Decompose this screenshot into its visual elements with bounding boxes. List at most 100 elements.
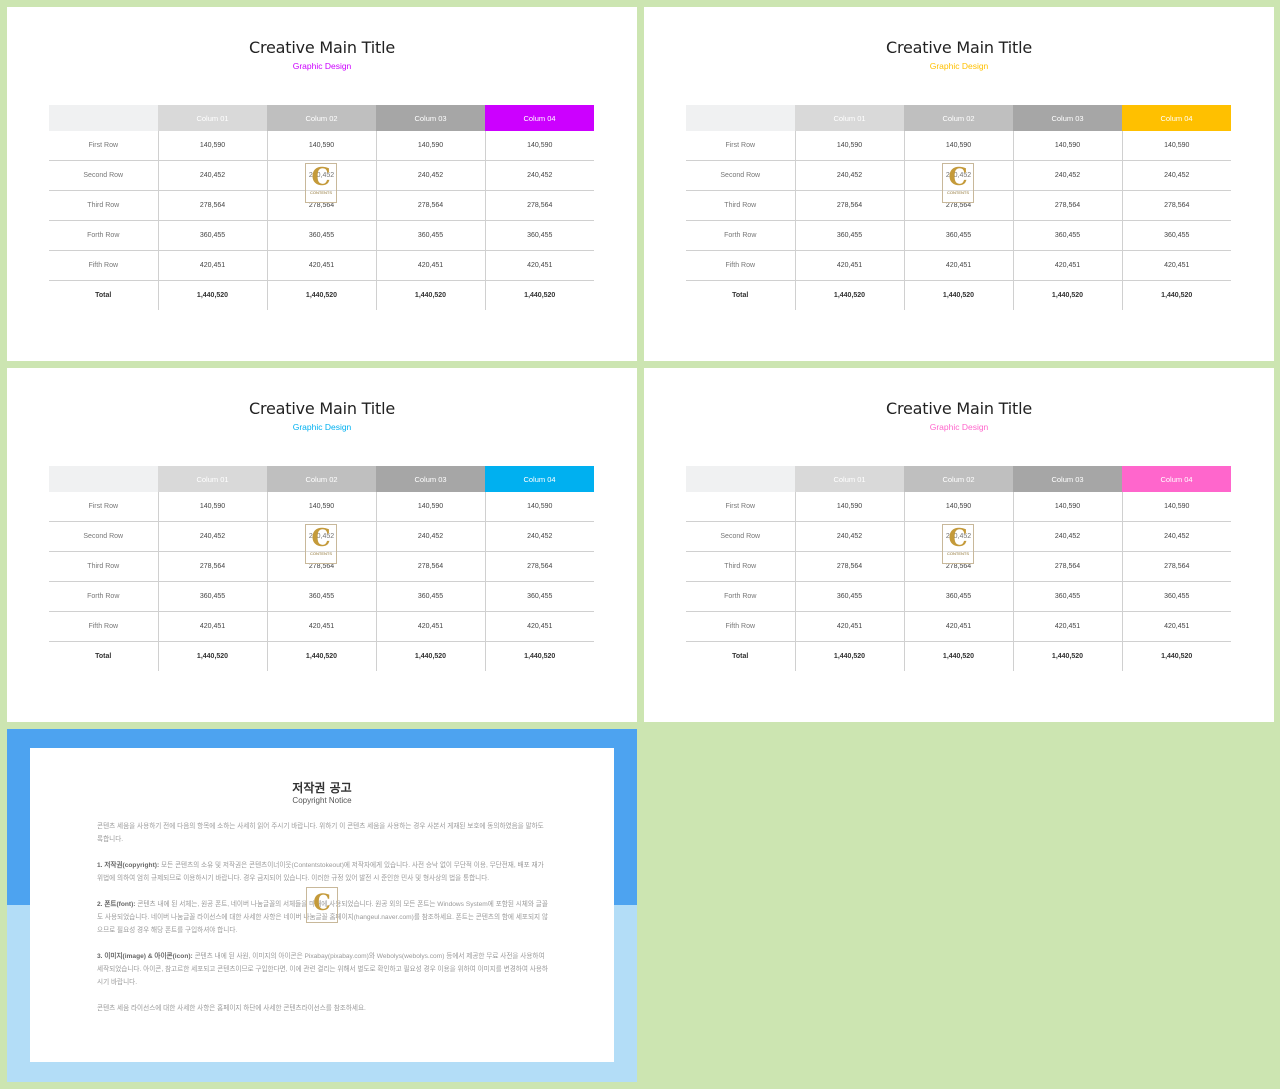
- row-label: Fifth Row: [49, 250, 158, 281]
- table-row: Third Row 278,564 278,564 278,564 278,564: [49, 190, 594, 221]
- table-cell: 360,455: [266, 581, 376, 612]
- table-header-row: Colum 01 Colum 02 Colum 03 Colum 04: [686, 105, 1231, 131]
- header-cell-col-1: Colum 01: [795, 466, 904, 492]
- table-row: Fifth Row 420,451 420,451 420,451 420,451: [686, 250, 1231, 281]
- row-label: Third Row: [686, 190, 795, 221]
- table-cell: 278,564: [157, 551, 267, 582]
- table-cell: 140,590: [266, 492, 376, 522]
- table-row: Forth Row 360,455 360,455 360,455 360,455: [49, 581, 594, 612]
- table-cell: 360,455: [484, 581, 594, 612]
- copyright-section-3: 3. 이미지(image) & 아이콘(icon): 콘텐츠 내에 된 사원, …: [97, 950, 549, 989]
- row-label: Forth Row: [49, 220, 158, 251]
- table-cell: 278,564: [1121, 190, 1231, 221]
- table-cell: 240,452: [794, 521, 904, 552]
- table-cell: 360,455: [794, 220, 904, 251]
- table-slide-cyan: Creative Main Title Graphic Design Colum 0…: [7, 368, 637, 722]
- table-row: Second Row 240,452 240,452 240,452 240,452: [49, 160, 594, 191]
- table-cell: 240,452: [266, 160, 376, 191]
- header-cell-col-1: Colum 01: [795, 105, 904, 131]
- copyright-section-3-head: 3. 이미지(image) & 아이콘(icon):: [97, 953, 193, 960]
- table-cell: 360,455: [903, 581, 1013, 612]
- table-cell: 278,564: [375, 190, 485, 221]
- table-cell: 1,440,520: [1012, 280, 1122, 310]
- table-cell: 278,564: [1121, 551, 1231, 582]
- table-cell: 420,451: [375, 611, 485, 642]
- header-cell-col-4: Colum 04: [485, 466, 594, 492]
- table-cell: 1,440,520: [903, 641, 1013, 671]
- row-label: Total: [95, 653, 112, 660]
- table-cell: 240,452: [484, 160, 594, 191]
- row-label: First Row: [49, 492, 158, 522]
- table-cell: 360,455: [375, 581, 485, 612]
- table-cell: 420,451: [794, 611, 904, 642]
- table-total-row: Total 1,440,520 1,440,520 1,440,520 1,440,52…: [686, 641, 1231, 671]
- table-cell: 278,564: [794, 551, 904, 582]
- table-total-row: Total 1,440,520 1,440,520 1,440,520 1,440,52…: [49, 641, 594, 671]
- slide-title: Creative Main Title: [249, 38, 395, 57]
- table-row: First Row 140,590 140,590 140,590 140,590: [686, 492, 1231, 522]
- table-cell: 140,590: [794, 492, 904, 522]
- table-row: Second Row 240,452 240,452 240,452 240,452: [686, 160, 1231, 191]
- copyright-section-2-head: 2. 폰트(font):: [97, 901, 136, 908]
- table-slide-pink: Creative Main Title Graphic Design Colum 0…: [644, 368, 1274, 722]
- table-row: Third Row 278,564 278,564 278,564 278,564: [686, 190, 1231, 221]
- header-cell-col-4: Colum 04: [485, 105, 594, 131]
- table-cell: 278,564: [266, 190, 376, 221]
- table-cell: 1,440,520: [157, 641, 267, 671]
- table-cell: 420,451: [375, 250, 485, 281]
- slide-title: Creative Main Title: [249, 399, 395, 418]
- row-label: Second Row: [49, 160, 158, 191]
- table-row: Forth Row 360,455 360,455 360,455 360,455: [49, 220, 594, 251]
- row-label: Fifth Row: [686, 250, 795, 281]
- table-cell: 1,440,520: [903, 280, 1013, 310]
- header-cell-empty: [49, 105, 158, 131]
- row-label: Total: [732, 292, 749, 299]
- table-slide-amber: Creative Main Title Graphic Design Colum 0…: [644, 7, 1274, 361]
- table-cell: 1,440,520: [375, 641, 485, 671]
- table-row: First Row 140,590 140,590 140,590 140,590: [686, 131, 1231, 161]
- table-cell: 278,564: [1012, 190, 1122, 221]
- table-cell: 140,590: [903, 492, 1013, 522]
- table-cell: 1,440,520: [794, 641, 904, 671]
- row-label: Second Row: [49, 521, 158, 552]
- table-cell: 420,451: [794, 250, 904, 281]
- copyright-section-3-text: 콘텐츠 내에 된 사원, 이미지의 아이콘은 Pixabay(pixabay.c…: [97, 953, 548, 986]
- table-row: Fifth Row 420,451 420,451 420,451 420,451: [49, 611, 594, 642]
- header-cell-empty: [49, 466, 158, 492]
- table-row: Fifth Row 420,451 420,451 420,451 420,451: [686, 611, 1231, 642]
- copyright-title: 저작권 공고: [292, 781, 352, 795]
- table-cell: 1,440,520: [1121, 641, 1231, 671]
- table-cell: 140,590: [266, 131, 376, 161]
- watermark-letter: C: [313, 890, 331, 916]
- table-cell: 360,455: [794, 581, 904, 612]
- table-cell: 1,440,520: [484, 641, 594, 671]
- header-cell-empty: [686, 466, 795, 492]
- table-cell: 278,564: [375, 551, 485, 582]
- table-cell: 140,590: [375, 131, 485, 161]
- table-cell: 420,451: [484, 250, 594, 281]
- table-cell: 278,564: [1012, 551, 1122, 582]
- slide-subtitle: Graphic Design: [292, 422, 352, 432]
- header-cell-col-1: Colum 01: [158, 466, 267, 492]
- table-cell: 360,455: [1121, 220, 1231, 251]
- copyright-intro: 콘텐츠 세움을 사용하기 전에 다음의 항목에 소하는 사세히 읽어 주시기 바…: [97, 823, 544, 843]
- table-cell: 278,564: [484, 551, 594, 582]
- table-cell: 420,451: [266, 611, 376, 642]
- table-cell: 420,451: [1121, 250, 1231, 281]
- header-cell-empty: [686, 105, 795, 131]
- header-cell-col-3: Colum 03: [376, 466, 485, 492]
- table-cell: 1,440,520: [266, 641, 376, 671]
- table-cell: 360,455: [157, 220, 267, 251]
- table-cell: 360,455: [1121, 581, 1231, 612]
- table-cell: 140,590: [1012, 131, 1122, 161]
- table-cell: 360,455: [1012, 220, 1122, 251]
- table-cell: 140,590: [157, 131, 267, 161]
- table-cell: 420,451: [903, 250, 1013, 281]
- table-row: Second Row 240,452 240,452 240,452 240,452: [49, 521, 594, 552]
- copyright-section-1: 1. 저작권(copyright): 모든 콘텐츠의 소유 및 저작권은 콘텐츠…: [97, 859, 549, 885]
- table-row: Second Row 240,452 240,452 240,452 240,452: [686, 521, 1231, 552]
- table-header-row: Colum 01 Colum 02 Colum 03 Colum 04: [49, 105, 594, 131]
- table-cell: 420,451: [157, 250, 267, 281]
- table-cell: 360,455: [484, 220, 594, 251]
- table-cell: 240,452: [794, 160, 904, 191]
